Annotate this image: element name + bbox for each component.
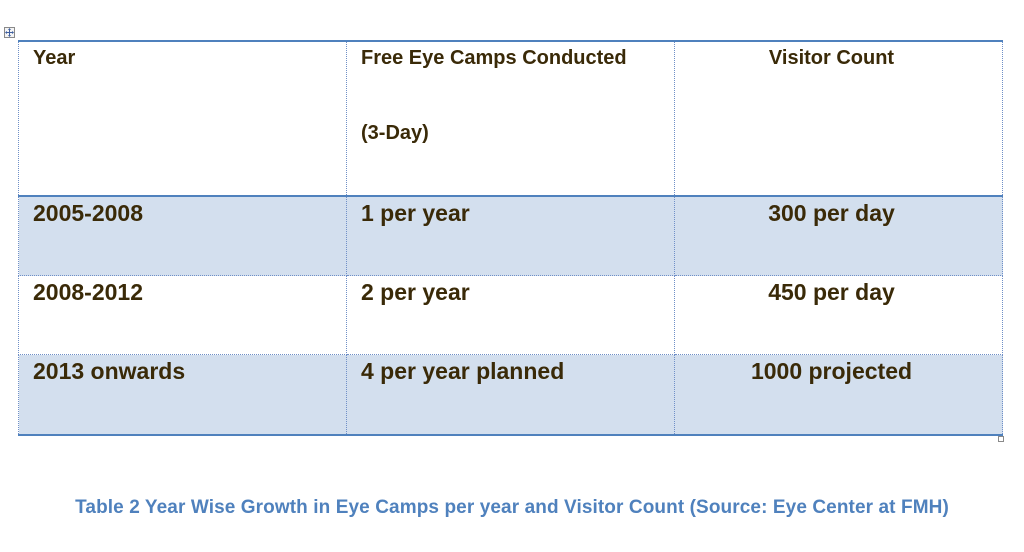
year-cell[interactable]: 2013 onwards: [18, 354, 347, 436]
table-row: 2013 onwards 4 per year planned 1000 pro…: [18, 354, 1003, 436]
header-year-cell[interactable]: Year: [18, 40, 347, 197]
visitors-value: 450 per day: [768, 279, 895, 305]
year-value: 2013 onwards: [33, 358, 186, 384]
year-cell[interactable]: 2008-2012: [18, 275, 347, 355]
header-camps-duration: (3-Day): [361, 122, 429, 144]
growth-table: Year Free Eye Camps Conducted (3-Day) Vi…: [18, 40, 1003, 436]
table-header-row: Year Free Eye Camps Conducted (3-Day) Vi…: [18, 40, 1003, 197]
table-move-icon[interactable]: [4, 27, 15, 38]
visitors-cell[interactable]: 1000 projected: [674, 354, 1003, 436]
header-year: Year: [33, 47, 76, 69]
year-value: 2005-2008: [33, 200, 143, 226]
table-resize-icon[interactable]: [998, 436, 1004, 442]
camps-value: 1 per year: [361, 200, 470, 226]
header-camps: Free Eye Camps Conducted: [361, 47, 627, 69]
table-caption: Table 2 Year Wise Growth in Eye Camps pe…: [75, 497, 949, 518]
camps-value: 2 per year: [361, 279, 470, 305]
camps-cell[interactable]: 1 per year: [346, 196, 675, 276]
header-camps-cell[interactable]: Free Eye Camps Conducted (3-Day): [346, 40, 675, 197]
table-row: 2008-2012 2 per year 450 per day: [18, 275, 1003, 355]
camps-cell[interactable]: 4 per year planned: [346, 354, 675, 436]
camps-cell[interactable]: 2 per year: [346, 275, 675, 355]
visitors-cell[interactable]: 450 per day: [674, 275, 1003, 355]
visitors-value: 300 per day: [768, 200, 895, 226]
header-visitors-cell[interactable]: Visitor Count: [674, 40, 1003, 197]
camps-value: 4 per year planned: [361, 358, 565, 384]
header-visitors: Visitor Count: [768, 47, 895, 69]
year-value: 2008-2012: [33, 279, 143, 305]
table-row: 2005-2008 1 per year 300 per day: [18, 196, 1003, 276]
visitors-cell[interactable]: 300 per day: [674, 196, 1003, 276]
year-cell[interactable]: 2005-2008: [18, 196, 347, 276]
visitors-value: 1000 projected: [750, 358, 913, 384]
